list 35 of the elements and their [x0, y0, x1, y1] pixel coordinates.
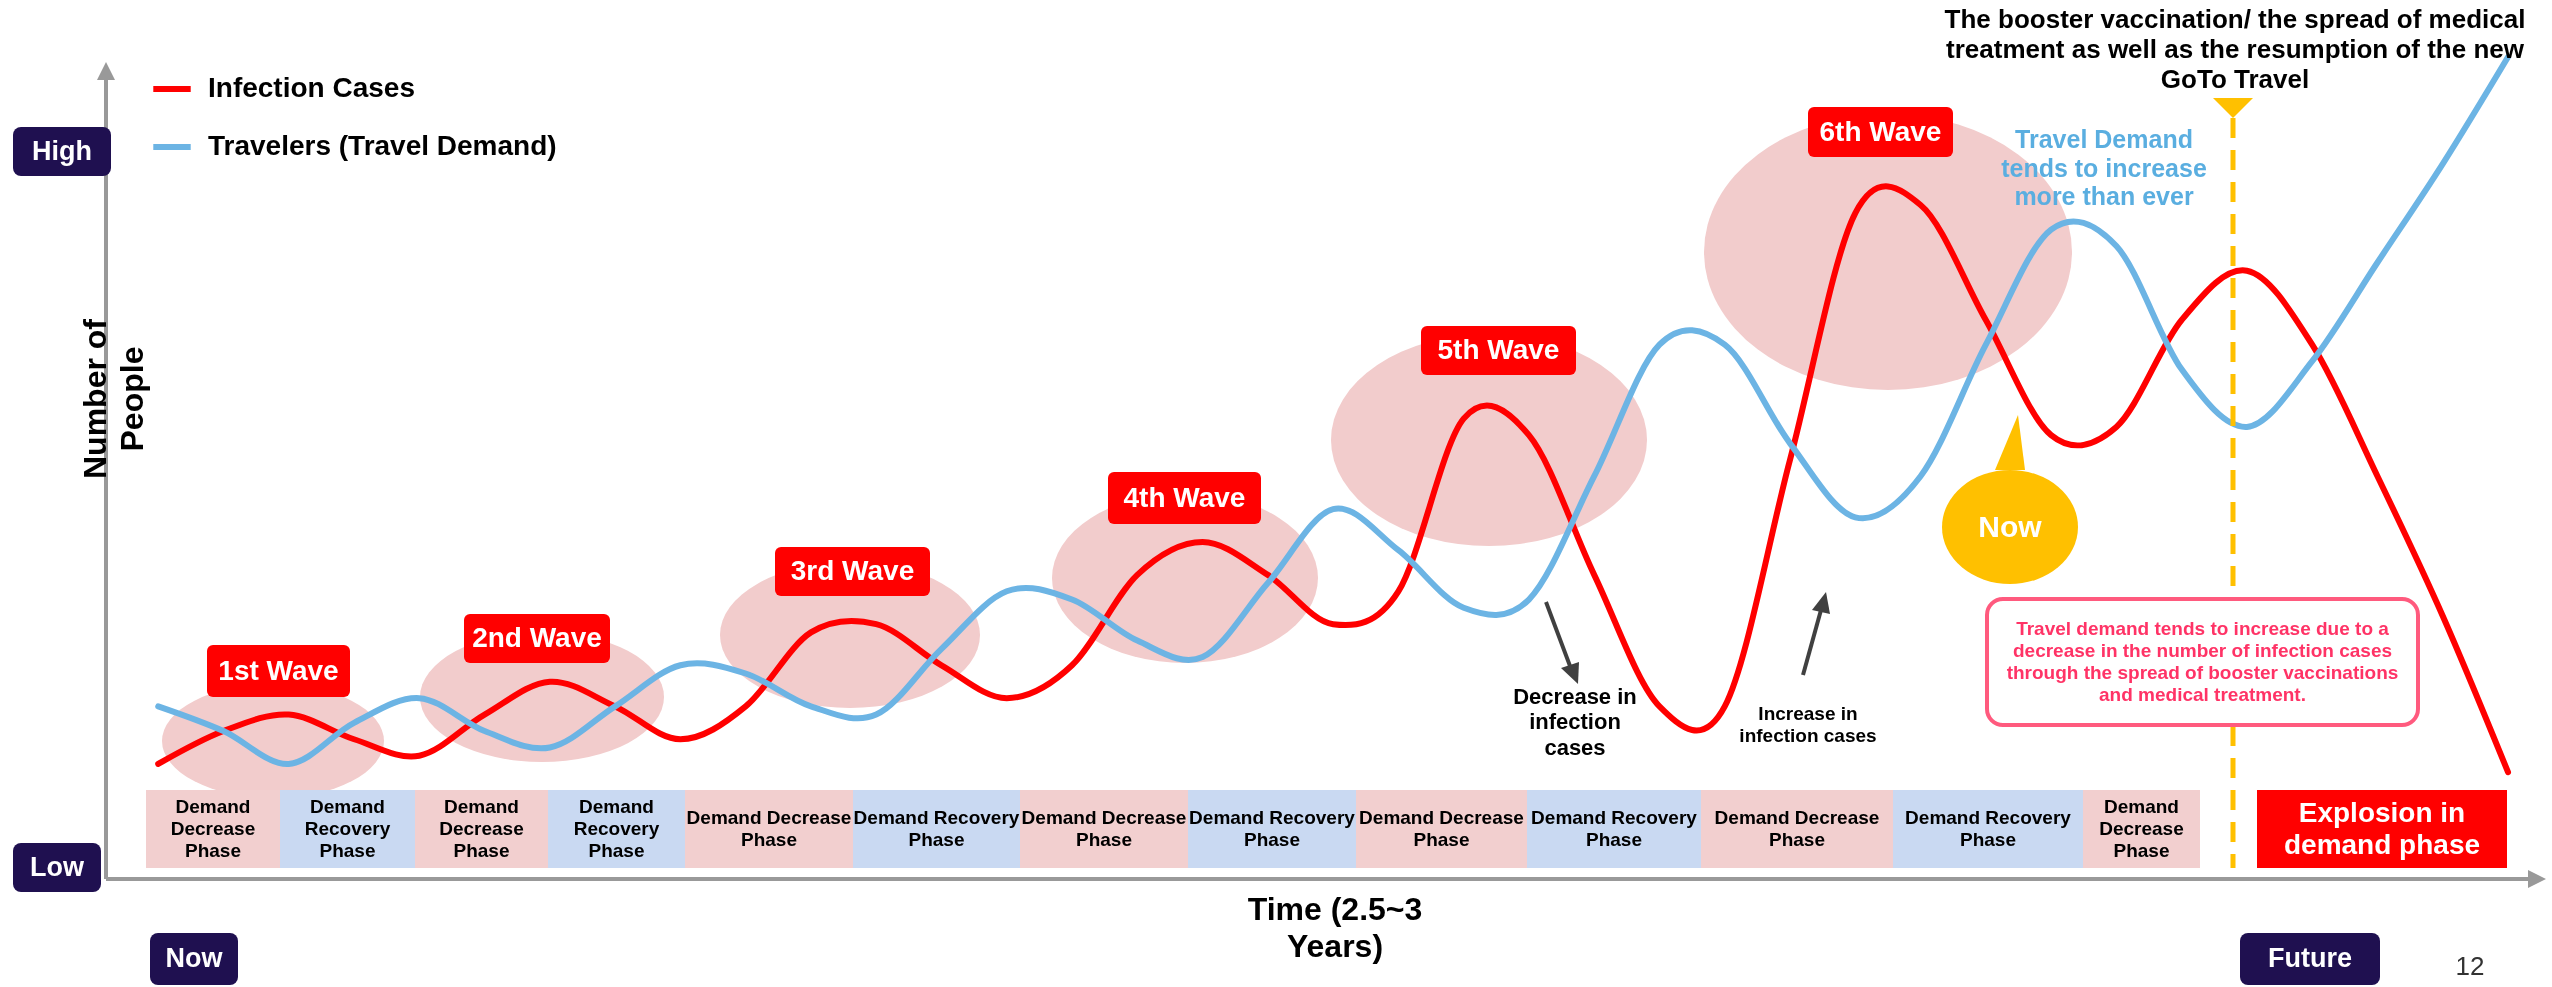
annotation: Demand Recovery Phase	[548, 790, 685, 868]
annotation: The booster vaccination/ the spread of medical treatment as well as the resumption of the new GoTo Travel	[1943, 3, 2527, 96]
annotation: Demand Recovery Phase	[280, 790, 415, 868]
text: High	[13, 127, 111, 176]
annotation: 1st Wave	[207, 645, 350, 697]
annotation: Demand Recovery Phase	[853, 790, 1020, 868]
annotation: Decrease in infection cases	[1512, 683, 1638, 762]
legend-label: Travelers (Travel Demand)	[208, 130, 557, 161]
annotation: Demand Decrease Phase	[1701, 790, 1893, 868]
annotation: Explosion in demand phase	[2257, 790, 2507, 868]
legend-label: Infection Cases	[208, 72, 415, 103]
annotation: 6th Wave	[1808, 107, 1953, 157]
annotation: Demand Decrease Phase	[685, 790, 853, 868]
annotation: Demand Decrease Phase	[1356, 790, 1527, 868]
annotation: 5th Wave	[1421, 326, 1576, 375]
text: Low	[13, 843, 101, 892]
text: Now	[150, 933, 238, 985]
y-axis-title: Number of People	[76, 318, 151, 481]
annotation: Increase in infection cases	[1738, 702, 1878, 748]
text: 12	[2454, 950, 2486, 984]
annotation: Travel Demand tends to increase more than ever	[2000, 123, 2208, 213]
text: Future	[2240, 933, 2380, 985]
annotation: Demand Decrease Phase	[2083, 790, 2200, 868]
annotation: Demand Decrease Phase	[415, 790, 548, 868]
annotation: 2nd Wave	[464, 614, 610, 663]
annotation: Demand Recovery Phase	[1893, 790, 2083, 868]
annotation: Demand Recovery Phase	[1188, 790, 1356, 868]
x-axis-title: Time (2.5~3 Years)	[1246, 890, 1424, 966]
annotation: Demand Decrease Phase	[146, 790, 280, 868]
annotation: Demand Decrease Phase	[1020, 790, 1188, 868]
annotation: Demand Recovery Phase	[1527, 790, 1701, 868]
annotation: 4th Wave	[1108, 472, 1261, 524]
annotation: Now	[1977, 508, 2043, 545]
annotation: Travel demand tends to increase due to a decrease in the number of infection cases through the spread of booster vaccinations and medical treatment.	[1985, 597, 2420, 727]
annotation: 3rd Wave	[775, 547, 930, 596]
